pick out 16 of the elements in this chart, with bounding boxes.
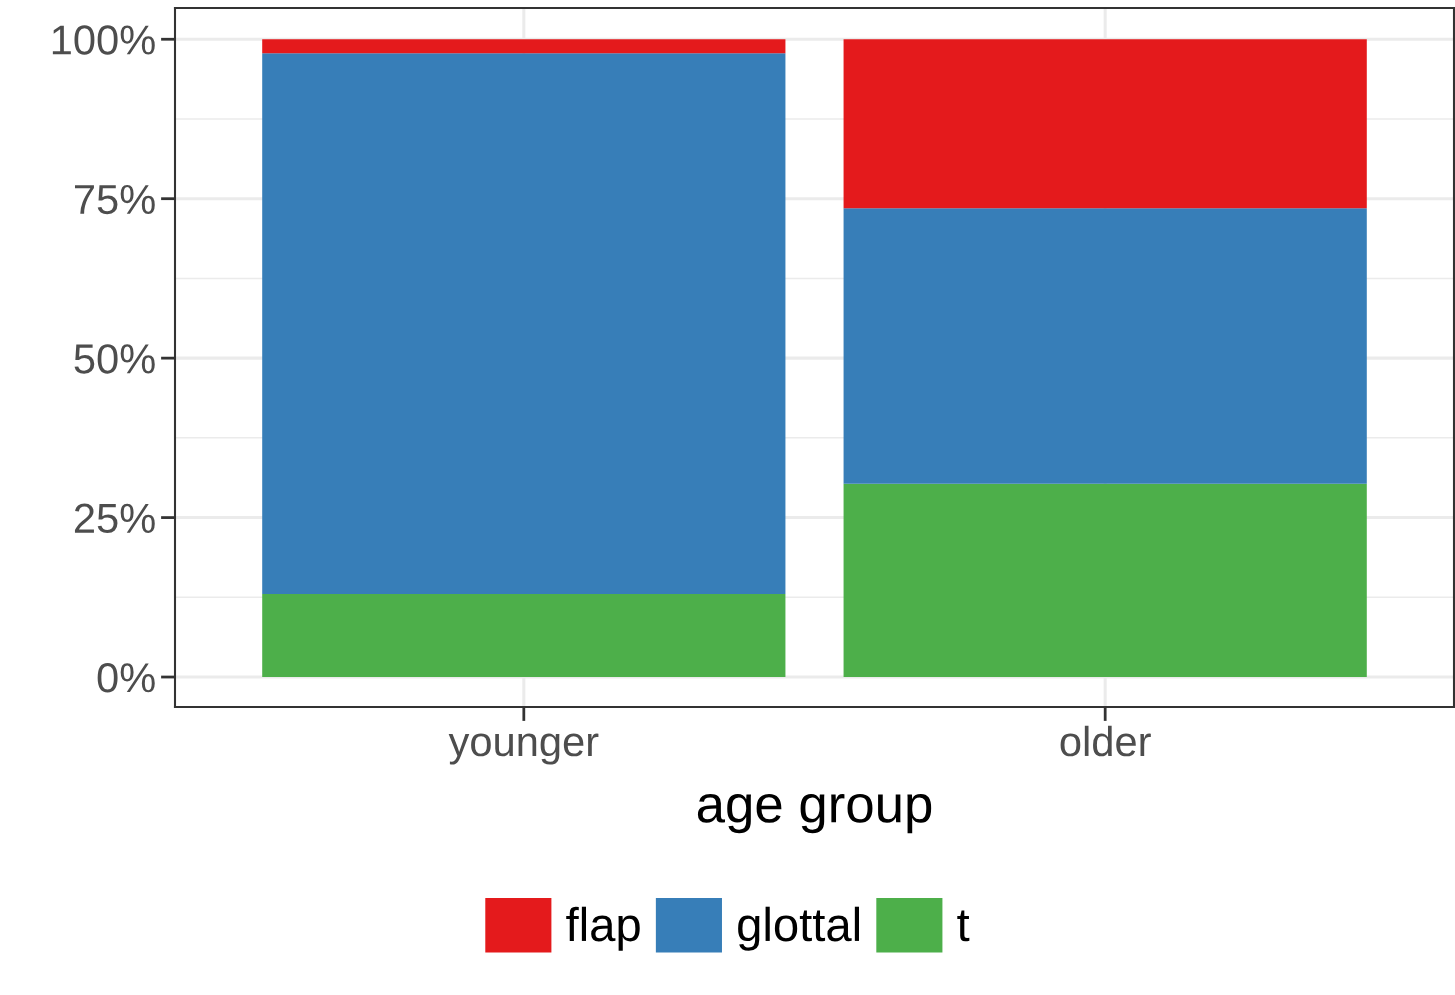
y-tick-label: 100%	[52, 25, 155, 55]
bar	[843, 208, 1367, 484]
bar	[843, 483, 1367, 678]
y-tick-label: 25%	[74, 503, 155, 534]
legend-label: t	[957, 910, 970, 942]
legend-label: flap	[566, 906, 640, 951]
bar	[262, 594, 786, 678]
bar	[843, 39, 1367, 209]
x-axis-title: age group	[697, 793, 932, 834]
bar	[262, 39, 786, 54]
x-tick-label: younger	[448, 733, 599, 765]
y-tick-label: 0%	[97, 663, 155, 693]
y-tick-label: 50%	[74, 344, 155, 374]
x-tick-label: older	[1060, 725, 1151, 757]
legend-label: glottal	[738, 906, 859, 951]
y-tick-label: 75%	[74, 184, 155, 215]
